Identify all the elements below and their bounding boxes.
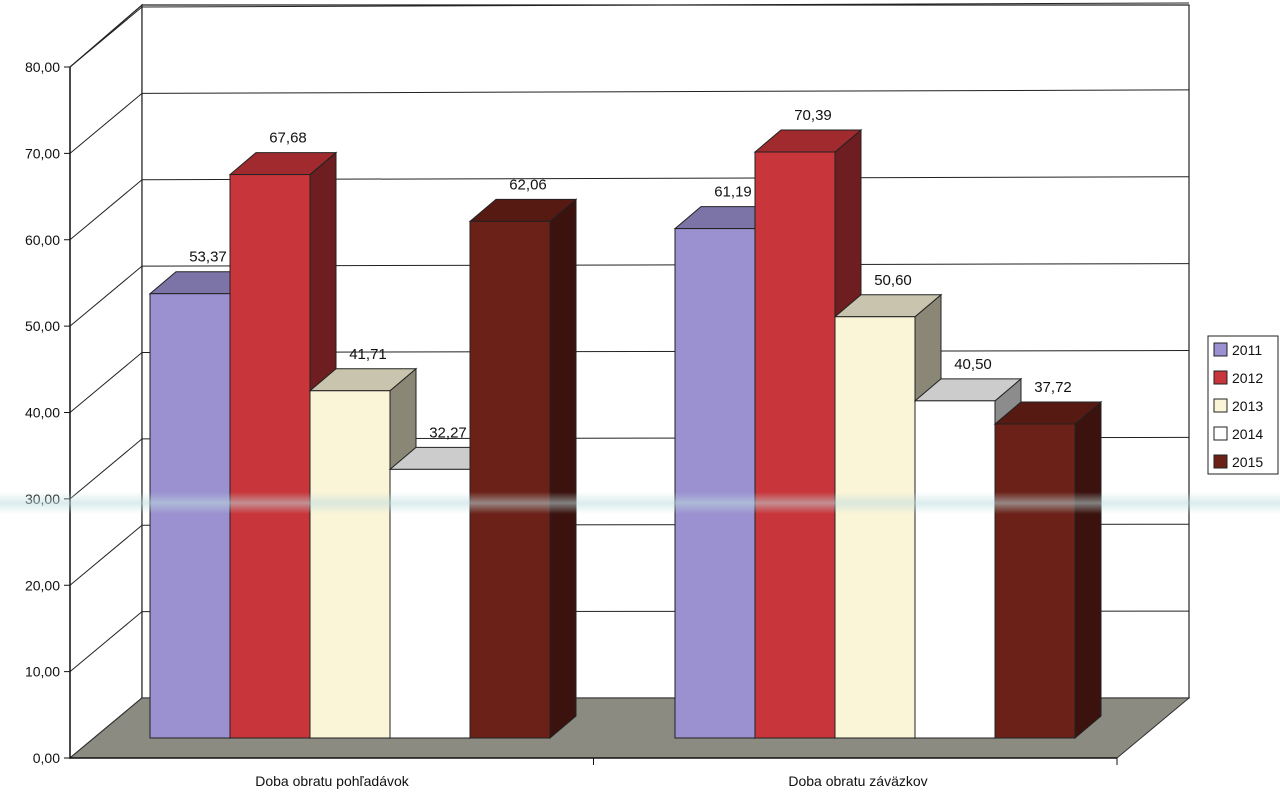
y-tick-label: 70,00 [25, 145, 60, 161]
bar-front [229, 174, 311, 739]
legend-swatch [1213, 454, 1228, 469]
bar-side [549, 198, 577, 740]
category-label: Doba obratu pohľadávok [255, 773, 410, 789]
y-tick-label: 20,00 [25, 577, 60, 593]
y-tick-label: 10,00 [25, 664, 60, 680]
bar-2015-zavazky [993, 400, 1103, 740]
legend-label: 2012 [1232, 370, 1263, 386]
legend-label: 2013 [1232, 398, 1263, 414]
value-label: 62,06 [509, 176, 547, 193]
legend: 2011 2012 2013 2014 2015 [1207, 335, 1279, 475]
legend-swatch [1213, 370, 1228, 385]
bars [148, 128, 1103, 740]
bar-2012-zavazky [753, 128, 863, 740]
legend-swatch [1213, 426, 1228, 441]
gridline-side [69, 352, 143, 413]
category-label: Doba obratu záväzkov [788, 773, 927, 789]
bar-side [1074, 400, 1102, 740]
gridline-side [69, 438, 143, 500]
bar-front [149, 293, 231, 739]
legend-label: 2014 [1232, 426, 1263, 442]
y-tick-label: 0,00 [33, 750, 60, 766]
gridline-side [69, 92, 143, 154]
value-label: 67,68 [269, 130, 307, 147]
bar-front [389, 468, 471, 739]
value-label: 53,37 [189, 249, 227, 266]
y-tick-label: 30,00 [25, 491, 60, 507]
value-label: 40,50 [954, 356, 992, 373]
bar-front [834, 316, 916, 739]
bar-front [754, 151, 836, 739]
bar-front [469, 220, 551, 739]
gridline-side [69, 265, 143, 327]
bar-front [994, 423, 1076, 739]
value-label: 61,19 [714, 184, 752, 201]
value-labels: 53,37 67,68 41,71 32,27 62,06 61,19 70,39 50,60… [189, 107, 1072, 441]
y-tick-label: 40,00 [25, 405, 60, 421]
bar-front [914, 400, 996, 739]
gridline-back [141, 2, 1190, 8]
gridline-side [69, 179, 143, 241]
gridline-side [69, 611, 143, 673]
value-label: 41,71 [349, 346, 387, 363]
value-label: 37,72 [1034, 379, 1072, 396]
value-label: 32,27 [429, 424, 467, 441]
gridline-side [69, 6, 143, 68]
bar-front [674, 228, 756, 739]
value-label: 50,60 [874, 272, 912, 289]
bar-front [309, 390, 391, 739]
gridline-back [141, 89, 1190, 94]
bar-2015-pohladavky [468, 198, 578, 740]
legend-swatch [1213, 342, 1228, 357]
legend-label: 2015 [1232, 454, 1263, 470]
legend-label: 2011 [1232, 342, 1262, 358]
side-wall [69, 3, 143, 760]
y-tick-label: 50,00 [25, 318, 60, 334]
y-tick-label: 60,00 [25, 232, 60, 248]
y-tick-label: 80,00 [25, 59, 60, 75]
gridline-side [69, 524, 143, 586]
legend-swatch [1213, 398, 1228, 413]
value-label: 70,39 [794, 107, 832, 124]
